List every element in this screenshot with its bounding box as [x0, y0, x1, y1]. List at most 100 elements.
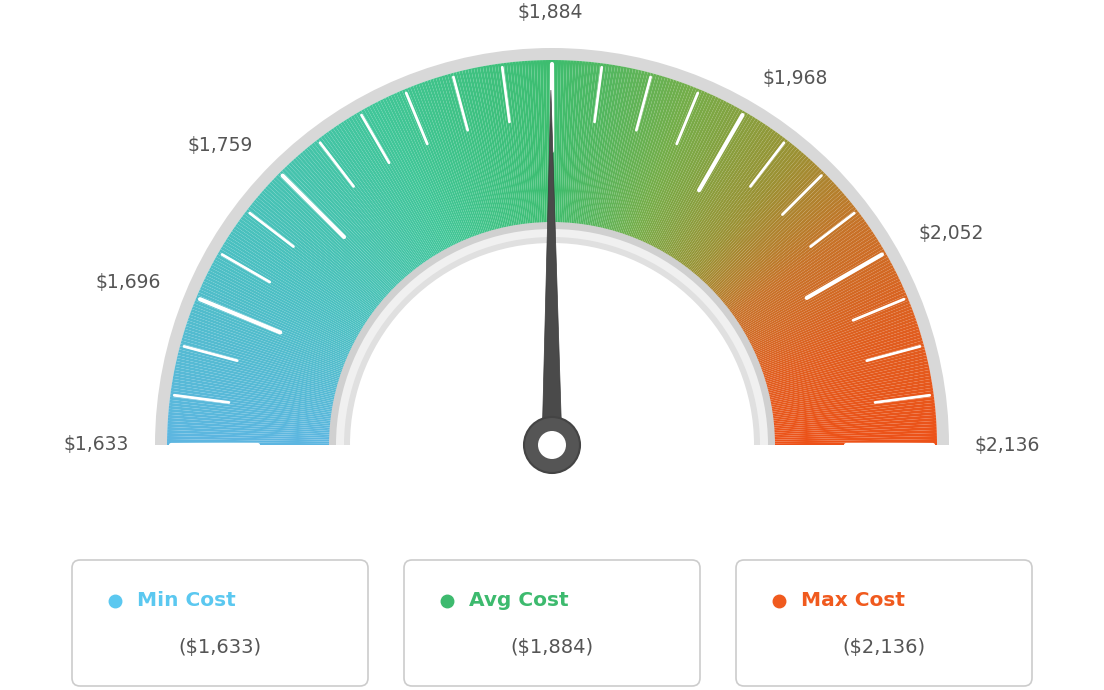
- Wedge shape: [187, 320, 346, 376]
- Wedge shape: [185, 326, 344, 380]
- Wedge shape: [491, 64, 520, 230]
- Wedge shape: [690, 146, 797, 277]
- Wedge shape: [413, 85, 475, 242]
- Wedge shape: [188, 317, 347, 375]
- Wedge shape: [396, 92, 466, 246]
- Wedge shape: [683, 137, 786, 272]
- Wedge shape: [361, 109, 446, 255]
- Wedge shape: [454, 72, 498, 235]
- Wedge shape: [565, 61, 580, 228]
- Wedge shape: [447, 74, 495, 235]
- Wedge shape: [463, 70, 502, 233]
- Wedge shape: [242, 214, 378, 315]
- Wedge shape: [168, 418, 335, 431]
- Wedge shape: [721, 202, 852, 308]
- Wedge shape: [191, 309, 348, 370]
- Wedge shape: [598, 68, 636, 233]
- Wedge shape: [284, 166, 402, 288]
- Wedge shape: [731, 224, 869, 321]
- Wedge shape: [168, 424, 335, 435]
- Wedge shape: [558, 60, 564, 227]
- Wedge shape: [546, 60, 550, 227]
- Wedge shape: [708, 175, 828, 293]
- Wedge shape: [561, 60, 570, 227]
- Wedge shape: [620, 80, 677, 239]
- Wedge shape: [599, 69, 639, 233]
- Wedge shape: [712, 184, 837, 298]
- Wedge shape: [328, 130, 426, 268]
- Wedge shape: [768, 406, 935, 424]
- Wedge shape: [693, 152, 805, 280]
- Wedge shape: [405, 88, 470, 244]
- Wedge shape: [168, 427, 335, 437]
- Wedge shape: [709, 177, 830, 295]
- Wedge shape: [318, 137, 421, 272]
- Wedge shape: [648, 99, 724, 250]
- Wedge shape: [344, 237, 760, 445]
- Wedge shape: [591, 66, 624, 231]
- Wedge shape: [418, 83, 478, 241]
- Wedge shape: [745, 268, 895, 346]
- Wedge shape: [250, 204, 382, 310]
- Wedge shape: [767, 388, 933, 414]
- Wedge shape: [725, 211, 860, 314]
- Wedge shape: [766, 373, 931, 406]
- Wedge shape: [567, 61, 582, 228]
- Wedge shape: [364, 108, 447, 255]
- Wedge shape: [168, 421, 335, 433]
- Wedge shape: [383, 98, 458, 249]
- Wedge shape: [348, 117, 438, 260]
- Wedge shape: [477, 67, 511, 231]
- Wedge shape: [768, 403, 935, 423]
- Wedge shape: [194, 300, 350, 365]
- Wedge shape: [212, 262, 360, 343]
- Wedge shape: [654, 105, 735, 253]
- Wedge shape: [737, 241, 880, 331]
- Wedge shape: [681, 135, 783, 270]
- Wedge shape: [769, 421, 936, 433]
- Wedge shape: [257, 195, 386, 305]
- Wedge shape: [645, 97, 719, 248]
- Text: $2,136: $2,136: [975, 435, 1040, 455]
- Wedge shape: [330, 128, 428, 266]
- Wedge shape: [208, 270, 358, 348]
- Wedge shape: [295, 156, 407, 283]
- Wedge shape: [694, 155, 807, 282]
- Wedge shape: [675, 126, 771, 266]
- Wedge shape: [543, 60, 549, 227]
- Wedge shape: [445, 75, 492, 236]
- Wedge shape: [355, 112, 443, 257]
- Wedge shape: [265, 186, 391, 299]
- Wedge shape: [593, 67, 627, 231]
- Wedge shape: [657, 108, 740, 255]
- Wedge shape: [174, 367, 339, 402]
- Wedge shape: [305, 148, 413, 278]
- Wedge shape: [338, 124, 433, 264]
- Wedge shape: [737, 244, 882, 333]
- Wedge shape: [660, 110, 745, 257]
- Wedge shape: [272, 179, 394, 296]
- Wedge shape: [214, 257, 362, 340]
- Wedge shape: [624, 81, 682, 240]
- Wedge shape: [254, 199, 384, 307]
- Wedge shape: [176, 361, 339, 399]
- Wedge shape: [202, 281, 354, 354]
- Wedge shape: [720, 199, 850, 307]
- Wedge shape: [522, 61, 537, 228]
- Wedge shape: [216, 254, 362, 339]
- Wedge shape: [756, 309, 913, 370]
- Wedge shape: [302, 150, 412, 279]
- Wedge shape: [656, 106, 737, 254]
- Text: $1,968: $1,968: [763, 69, 828, 88]
- Wedge shape: [198, 292, 352, 360]
- Wedge shape: [640, 93, 711, 246]
- Wedge shape: [170, 394, 336, 417]
- Wedge shape: [244, 211, 379, 314]
- Wedge shape: [190, 312, 348, 371]
- Wedge shape: [259, 193, 388, 304]
- Wedge shape: [667, 118, 758, 261]
- Wedge shape: [691, 148, 799, 278]
- Wedge shape: [701, 164, 818, 287]
- Wedge shape: [644, 95, 715, 248]
- Wedge shape: [723, 206, 857, 311]
